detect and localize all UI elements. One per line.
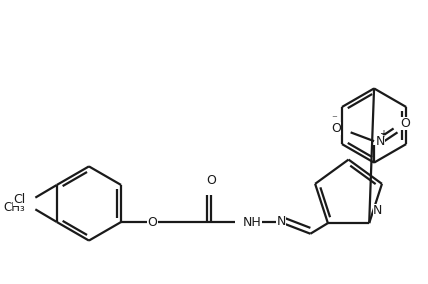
Text: O: O — [401, 117, 410, 130]
Text: O: O — [206, 174, 216, 187]
Text: O: O — [331, 122, 341, 135]
Text: Cl: Cl — [13, 193, 26, 206]
Text: N: N — [376, 135, 385, 148]
Text: N: N — [276, 214, 286, 227]
Text: O: O — [147, 216, 157, 229]
Text: ⁻: ⁻ — [331, 115, 337, 125]
Text: +: + — [379, 129, 387, 139]
Text: N: N — [373, 204, 383, 217]
Text: CH₃: CH₃ — [4, 201, 26, 214]
Text: NH: NH — [243, 216, 262, 229]
